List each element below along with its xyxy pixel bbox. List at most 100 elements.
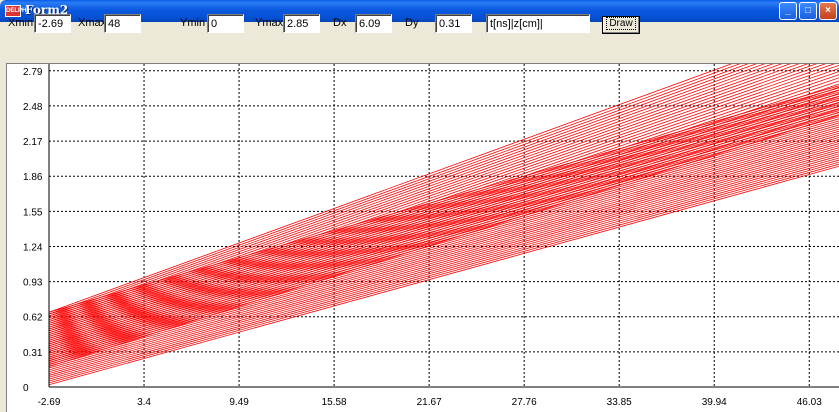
formula-field[interactable]: [486, 14, 590, 33]
series-line-0-10: [48, 145, 839, 367]
series-line-1-5: [48, 99, 839, 358]
series-line-0-17: [48, 130, 839, 354]
series-line-0-26: [48, 112, 839, 337]
line-chart: -2.69 3.4 9.49 15.58 21.67 27.76 33.85 39.94 46.…: [23, 24, 839, 408]
series-line-1-28: [48, 27, 839, 315]
dx-field[interactable]: [355, 14, 392, 33]
series-line-1-8: [48, 89, 839, 352]
series-line-0-7: [48, 151, 839, 373]
minimize-button[interactable]: _: [779, 2, 797, 20]
series-line-0-18: [48, 128, 839, 352]
series-line-1-13: [48, 74, 839, 343]
x-tick-label: 46.03: [797, 397, 822, 408]
series-line-1-2: [48, 108, 839, 364]
series-line-0-36: [48, 91, 839, 319]
series-line-0-30: [48, 103, 839, 330]
series-line-1-29: [48, 24, 839, 313]
y-tick-label: 2.17: [23, 137, 43, 148]
maximize-button[interactable]: □: [799, 2, 817, 20]
ymin-field[interactable]: [207, 14, 244, 33]
y-tick-label: 1.86: [23, 172, 43, 183]
y-tick-label: 2.79: [23, 67, 43, 78]
series-line-0-25: [48, 114, 839, 339]
series-line-1-27: [48, 30, 839, 317]
series-line-0-28: [48, 108, 839, 334]
series-line-1-24: [48, 39, 839, 322]
series-line-0-1: [48, 163, 839, 384]
series-line-1-14: [48, 71, 839, 341]
series-line-0-23: [48, 118, 839, 343]
series-line-0-27: [48, 110, 839, 335]
window-title: Form2: [25, 3, 69, 17]
x-tick-label: 3.4: [137, 397, 151, 408]
data-lines: [48, 24, 839, 386]
series-line-1-7: [48, 93, 839, 354]
xmax-label: Xmax: [78, 17, 107, 29]
series-line-0-16: [48, 132, 839, 356]
series-line-0-11: [48, 143, 839, 365]
series-line-1-20: [48, 52, 839, 330]
series-line-1-12: [48, 77, 839, 345]
y-tick-label: 1.55: [23, 207, 43, 218]
parameter-toolbar: Xmin Xmax Ymin Ymax Dx Dy Draw: [0, 14, 839, 60]
series-line-0-9: [48, 147, 839, 369]
series-line-0-21: [48, 122, 839, 347]
draw-button[interactable]: Draw: [602, 16, 640, 34]
series-line-0-6: [48, 153, 839, 374]
series-line-1-25: [48, 36, 839, 321]
x-tick-label: 15.58: [322, 397, 347, 408]
series-line-0-14: [48, 136, 839, 360]
series-line-1-1: [48, 111, 839, 366]
y-tick-label: 0.31: [23, 348, 43, 359]
series-line-0-3: [48, 159, 839, 380]
series-line-0-12: [48, 141, 839, 363]
dy-field[interactable]: [435, 14, 472, 33]
series-line-1-17: [48, 61, 839, 336]
dx-label: Dx: [333, 17, 347, 29]
series-line-1-6: [48, 96, 839, 356]
series-line-1-15: [48, 68, 839, 339]
plot-area: -2.69 3.4 9.49 15.58 21.67 27.76 33.85 39.94 46.…: [6, 24, 839, 412]
y-tick-label: 2.48: [23, 102, 43, 113]
series-line-1-19: [48, 55, 839, 332]
series-line-1-11: [48, 80, 839, 347]
xmin-label: Xmin: [8, 17, 34, 29]
x-tick-label: 21.67: [417, 397, 442, 408]
series-line-0-13: [48, 139, 839, 361]
x-tick-label: -2.69: [38, 397, 61, 408]
series-line-1-4: [48, 102, 839, 360]
dy-label: Dy: [405, 17, 419, 29]
x-tick-label: 39.94: [702, 397, 727, 408]
y-tick-label: 1.24: [23, 242, 43, 253]
x-tick-label: 9.49: [229, 397, 249, 408]
axes: -2.69 3.4 9.49 15.58 21.67 27.76 33.85 39.94 46.…: [23, 64, 839, 408]
series-line-1-22: [48, 46, 839, 326]
y-tick-label: 0.62: [23, 313, 43, 324]
close-button[interactable]: ×: [819, 2, 837, 20]
x-tick-label: 33.85: [607, 397, 632, 408]
ymax-field[interactable]: [283, 14, 320, 33]
series-line-1-21: [48, 49, 839, 328]
series-line-1-16: [48, 64, 839, 337]
series-line-0-4: [48, 157, 839, 378]
xmin-field[interactable]: [34, 14, 71, 33]
ymin-label: Ymin: [180, 17, 206, 29]
series-line-0-8: [48, 149, 839, 371]
series-line-1-0: [48, 114, 839, 367]
series-line-0-0: [48, 165, 839, 386]
series-line-1-23: [48, 43, 839, 324]
series-line-1-26: [48, 33, 839, 319]
series-line-0-35: [48, 93, 839, 321]
series-line-0-15: [48, 134, 839, 358]
x-tick-label: 27.76: [512, 397, 537, 408]
y-tick-label: 0.93: [23, 278, 43, 289]
series-line-0-2: [48, 161, 839, 382]
ymax-label: Ymax: [255, 17, 284, 29]
series-line-1-18: [48, 58, 839, 334]
series-line-0-5: [48, 155, 839, 376]
y-tick-label: 0: [23, 383, 29, 394]
series-line-1-3: [48, 105, 839, 362]
series-line-0-32: [48, 99, 839, 326]
series-line-1-9: [48, 86, 839, 351]
xmax-field[interactable]: [104, 14, 141, 33]
